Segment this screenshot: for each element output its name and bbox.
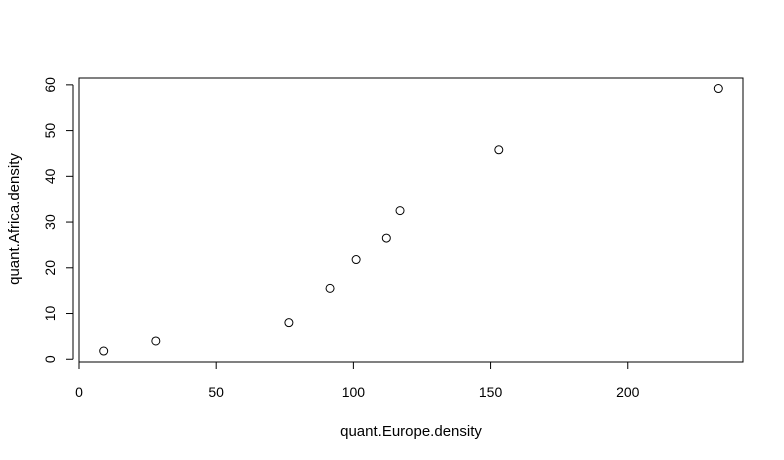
- x-tick-label: 100: [342, 384, 366, 400]
- y-tick-label: 0: [42, 355, 58, 363]
- x-axis-title: quant.Europe.density: [340, 423, 482, 440]
- data-point: [325, 283, 335, 293]
- data-point: [713, 84, 723, 94]
- plot-frame: [78, 77, 744, 363]
- y-tick-label: 60: [42, 77, 58, 93]
- y-tick-label: 20: [42, 260, 58, 276]
- data-point: [99, 346, 109, 356]
- y-tick-label: 30: [42, 214, 58, 230]
- y-axis: 0 10 20 30 40 50 60: [42, 77, 74, 363]
- data-point: [494, 145, 504, 155]
- data-point: [395, 206, 405, 216]
- data-points: [99, 84, 723, 356]
- x-tick-label: 0: [75, 384, 83, 400]
- x-tick-label: 150: [479, 384, 503, 400]
- y-axis-title: quant.Africa.density: [6, 153, 23, 285]
- y-tick-label: 40: [42, 168, 58, 184]
- data-point: [351, 255, 361, 265]
- x-tick-label: 50: [208, 384, 224, 400]
- data-point: [284, 318, 294, 328]
- x-tick-label: 200: [616, 384, 640, 400]
- data-point: [381, 233, 391, 243]
- y-tick-label: 10: [42, 306, 58, 322]
- x-axis: 0 50 100 150 200: [75, 361, 640, 400]
- y-tick-label: 50: [42, 123, 58, 139]
- data-point: [151, 336, 161, 346]
